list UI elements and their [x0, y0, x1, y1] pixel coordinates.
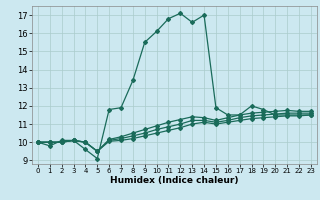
- X-axis label: Humidex (Indice chaleur): Humidex (Indice chaleur): [110, 176, 239, 185]
